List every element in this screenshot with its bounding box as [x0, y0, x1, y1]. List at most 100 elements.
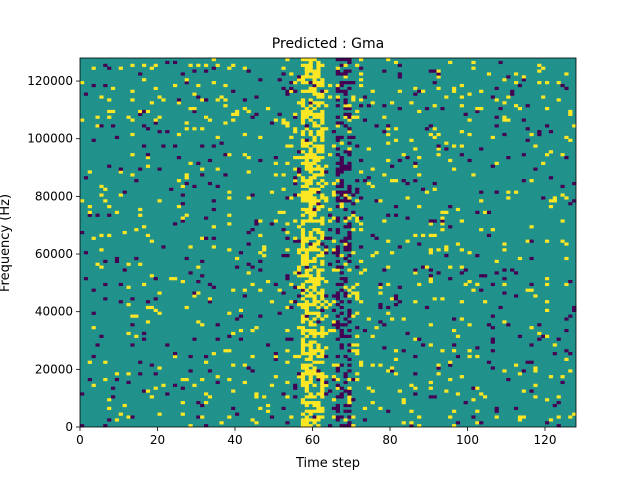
- heatmap-cell: [300, 352, 306, 356]
- heatmap-cell: [157, 311, 162, 315]
- heatmap-cell: [312, 328, 317, 333]
- heatmap-cell: [300, 398, 306, 402]
- heatmap-cell: [335, 386, 340, 390]
- heatmap-cell: [343, 81, 348, 85]
- heatmap-cell: [312, 285, 317, 289]
- heatmap-cell: [258, 406, 263, 410]
- heatmap-cell: [297, 239, 302, 243]
- heatmap-cell: [556, 424, 561, 428]
- heatmap-cell: [304, 124, 309, 128]
- heatmap-cell: [215, 63, 220, 67]
- heatmap-cell: [107, 213, 112, 217]
- heatmap-cell: [211, 207, 216, 212]
- heatmap-cell: [370, 363, 375, 367]
- heatmap-cell: [525, 239, 530, 243]
- heatmap-cell: [320, 130, 325, 134]
- heatmap-cell: [347, 409, 352, 413]
- heatmap-cell: [339, 81, 344, 85]
- heatmap-cell: [145, 389, 151, 393]
- heatmap-cell: [347, 216, 352, 220]
- heatmap-cell: [335, 265, 340, 269]
- heatmap-cell: [347, 135, 352, 140]
- heatmap-cell: [428, 69, 433, 73]
- heatmap-cell: [95, 262, 100, 266]
- heatmap-cell: [300, 112, 306, 116]
- heatmap-cell: [114, 256, 120, 261]
- heatmap-cell: [502, 248, 507, 252]
- heatmap-cell: [304, 158, 309, 163]
- heatmap-cell: [359, 228, 364, 232]
- heatmap-cell: [347, 69, 352, 73]
- heatmap-cell: [339, 271, 344, 275]
- heatmap-cell: [560, 375, 565, 379]
- heatmap-cell: [304, 236, 309, 240]
- heatmap-cell: [355, 311, 360, 315]
- heatmap-cell: [343, 354, 348, 359]
- heatmap-cell: [316, 60, 321, 65]
- heatmap-cell: [320, 259, 325, 263]
- heatmap-cell: [316, 406, 321, 410]
- heatmap-cell: [312, 107, 317, 111]
- heatmap-cell: [312, 78, 317, 82]
- heatmap-cell: [459, 130, 464, 134]
- heatmap-cell: [343, 409, 348, 413]
- heatmap-cell: [475, 354, 480, 359]
- heatmap-cell: [304, 251, 309, 255]
- heatmap-cell: [366, 317, 371, 321]
- heatmap-cell: [134, 314, 139, 318]
- heatmap-cell: [502, 268, 507, 272]
- heatmap-cell: [308, 349, 313, 353]
- heatmap-cell: [343, 207, 348, 212]
- heatmap-cell: [351, 193, 356, 197]
- heatmap-cell: [514, 271, 519, 275]
- heatmap-cell: [300, 109, 306, 114]
- heatmap-cell: [413, 164, 418, 168]
- heatmap-cell: [335, 395, 340, 399]
- heatmap-cell: [459, 271, 464, 275]
- heatmap-cell: [300, 256, 306, 261]
- heatmap-cell: [529, 360, 534, 364]
- heatmap-cell: [343, 389, 348, 393]
- heatmap-cell: [312, 187, 317, 191]
- heatmap-cell: [343, 190, 348, 194]
- heatmap-cell: [514, 104, 519, 108]
- heatmap-cell: [308, 66, 313, 70]
- heatmap-cell: [545, 153, 550, 157]
- heatmap-cell: [95, 343, 100, 347]
- heatmap-cell: [440, 219, 445, 223]
- heatmap-cell: [347, 60, 352, 65]
- heatmap-cell: [145, 320, 151, 324]
- heatmap-cell: [370, 401, 375, 405]
- heatmap-cell: [347, 308, 352, 312]
- heatmap-cell: [103, 83, 108, 88]
- heatmap-cell: [312, 288, 317, 292]
- heatmap-cell: [324, 181, 329, 186]
- heatmap-cell: [378, 285, 383, 289]
- heatmap-cell: [343, 334, 348, 338]
- heatmap-cell: [525, 104, 530, 108]
- heatmap-cell: [308, 176, 313, 180]
- heatmap-cell: [339, 300, 344, 304]
- heatmap-cell: [335, 366, 340, 370]
- heatmap-cell: [304, 207, 309, 212]
- x-tick-label: 0: [76, 433, 84, 447]
- heatmap-cell: [316, 300, 321, 304]
- heatmap-cell: [440, 216, 445, 220]
- heatmap-cell: [180, 401, 185, 405]
- heatmap-cell: [308, 219, 313, 223]
- heatmap-cell: [370, 184, 375, 189]
- heatmap-cell: [91, 326, 96, 330]
- heatmap-cell: [304, 156, 309, 160]
- heatmap-cell: [308, 75, 313, 79]
- heatmap-cell: [351, 202, 356, 206]
- heatmap-cell: [448, 360, 453, 364]
- heatmap-cell: [235, 256, 240, 261]
- heatmap-cell: [475, 109, 480, 114]
- heatmap-cell: [335, 363, 340, 367]
- heatmap-cell: [231, 118, 236, 122]
- heatmap-cell: [413, 372, 418, 376]
- heatmap-cell: [304, 262, 309, 266]
- heatmap-cell: [114, 377, 120, 382]
- heatmap-cell: [351, 415, 356, 419]
- heatmap-cell: [300, 230, 306, 235]
